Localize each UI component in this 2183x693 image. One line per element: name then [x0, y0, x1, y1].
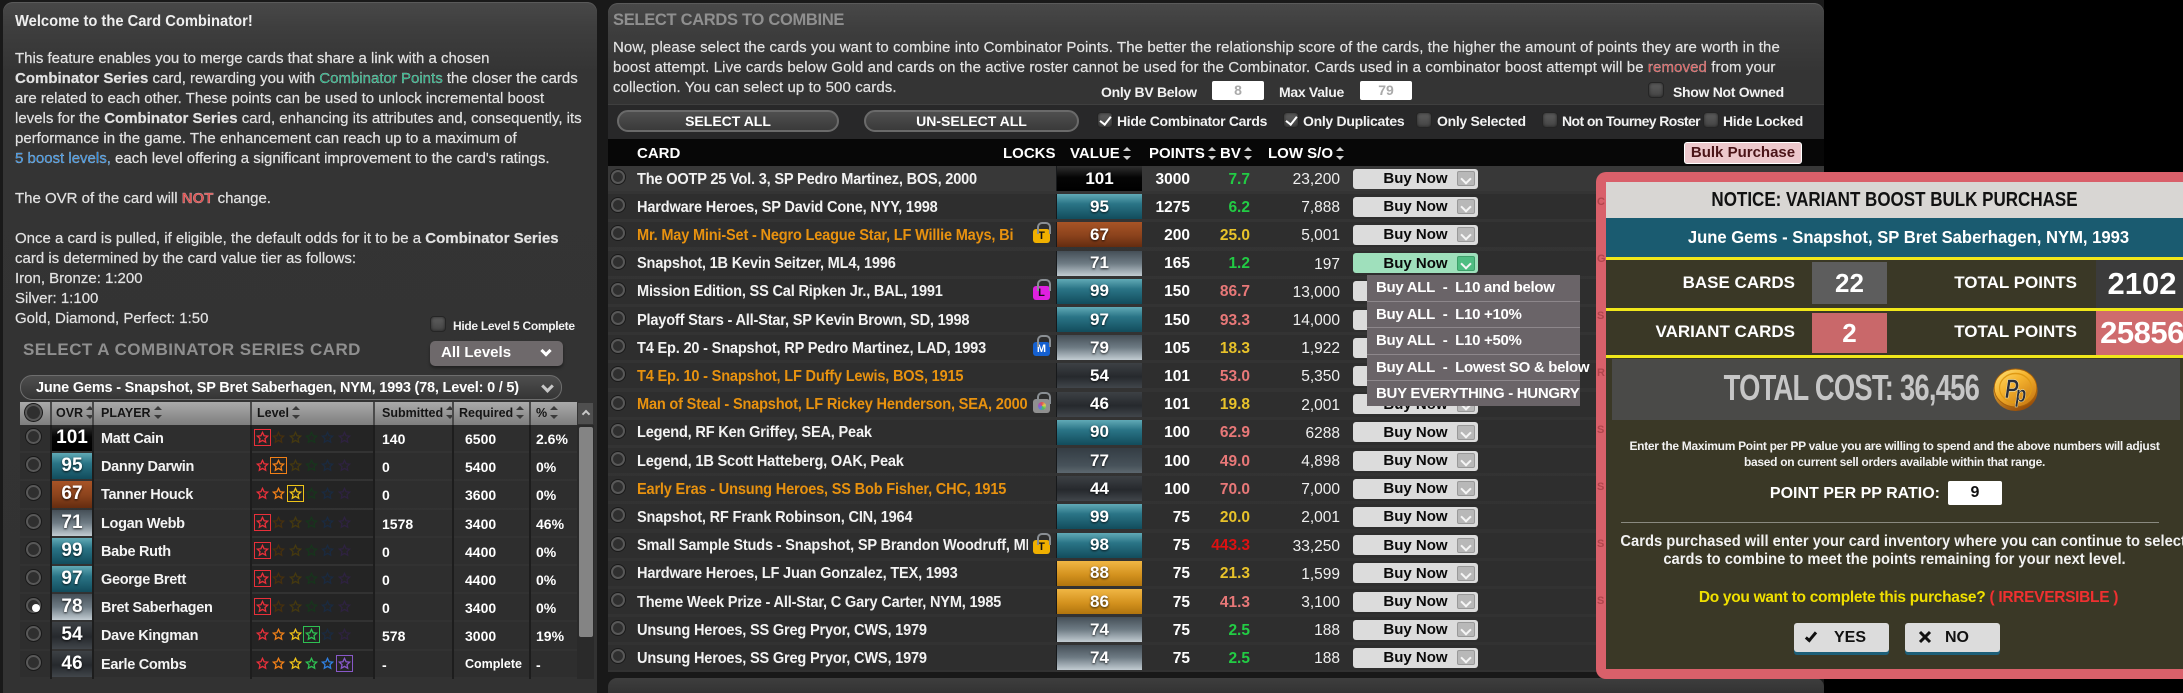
- svg-text:P: P: [2005, 374, 2020, 404]
- svg-text:p: p: [2015, 383, 2026, 408]
